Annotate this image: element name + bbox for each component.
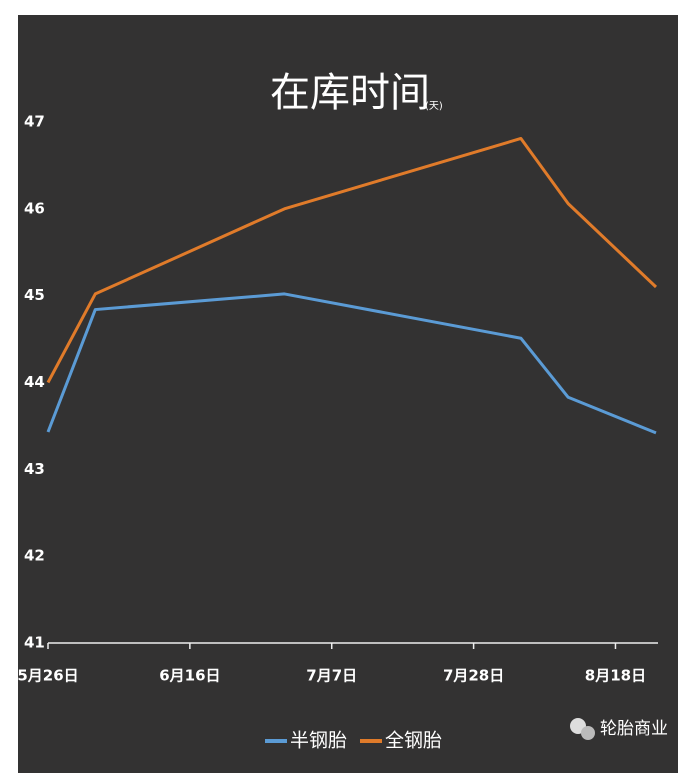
chart-title: 在库时间 [270,70,430,116]
chart-background [18,15,678,773]
x-tick-label: 7月28日 [443,667,504,685]
watermark: 轮胎商业 [570,718,668,740]
x-tick-label: 6月16日 [159,667,220,685]
y-tick-label: 46 [24,199,45,217]
unit-label: (天) [425,101,443,112]
line-series [46,136,658,384]
y-tick-label: 43 [24,460,45,478]
watermark-text: 轮胎商业 [600,719,668,739]
x-tick-label: 5月26日 [17,667,78,685]
x-tick-label: 8月18日 [585,667,646,685]
y-tick-label: 45 [24,286,45,304]
y-tick-label: 47 [24,113,45,131]
y-tick-label: 41 [24,634,45,652]
line-series [46,292,657,435]
wechat-icon [581,726,595,740]
y-tick-label: 42 [24,547,45,565]
legend-label: 半钢胎 [290,730,347,752]
y-tick-label: 44 [24,373,45,391]
legend-label: 全钢胎 [385,730,442,752]
x-tick-label: 7月7日 [306,667,357,685]
